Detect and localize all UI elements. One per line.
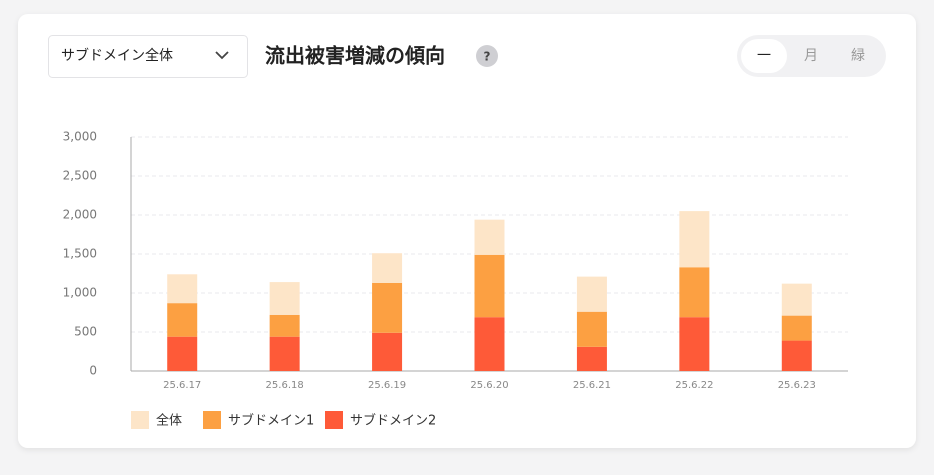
legend-swatch: [131, 411, 149, 429]
bar-segment: [576, 276, 607, 312]
dropdown-box[interactable]: [48, 35, 248, 78]
x-tick-label: 25.6.18: [266, 380, 304, 391]
toggle-option[interactable]: 緑: [851, 48, 865, 64]
bar-segment: [269, 336, 300, 371]
bar-segment: [372, 332, 403, 371]
help-icon[interactable]: [476, 45, 498, 67]
y-tick-label: 1,500: [63, 247, 97, 261]
toggle-option[interactable]: 月: [804, 48, 818, 64]
x-tick-label: 25.6.23: [778, 380, 816, 391]
plot: 0 500 1,000 1,500 2,000 2,500 3,000 25.6.17 25.6…: [63, 130, 848, 429]
legend-label: サブドメイン1: [228, 413, 314, 429]
y-tick-label: 1,000: [63, 286, 97, 300]
toggle-option[interactable]: 一: [757, 48, 771, 64]
bar-segment: [167, 336, 198, 371]
bar-segment: [781, 283, 812, 316]
x-tick-label: 25.6.17: [163, 380, 201, 391]
bar-segment: [474, 317, 505, 371]
dropdown-label: サブドメイン全体: [61, 47, 173, 64]
x-tick-label: 25.6.22: [675, 380, 713, 391]
bar-segment: [679, 317, 710, 371]
bar-segment: [781, 315, 812, 341]
bar-segment: [269, 282, 300, 315]
dropdown-arrow: [215, 51, 229, 60]
legend-label: サブドメイン2: [350, 413, 436, 429]
bar-segment: [474, 254, 505, 318]
bar-segment: [167, 303, 198, 337]
y-tick-label: 0: [89, 364, 97, 378]
y-tick-label: 500: [74, 325, 97, 339]
bar-segment: [372, 253, 403, 283]
x-tick-label: 25.6.19: [368, 380, 406, 391]
bar-segment: [474, 219, 505, 255]
x-tick-label: 25.6.20: [470, 380, 508, 391]
y-tick-label: 2,500: [63, 169, 97, 183]
bar-segment: [372, 282, 403, 333]
legend-swatch: [325, 411, 343, 429]
bar-segment: [167, 274, 198, 304]
bar-segment: [576, 346, 607, 371]
legend-label: 全体: [156, 413, 182, 429]
y-tick-label: 3,000: [63, 130, 97, 144]
dropdown[interactable]: サブドメイン全体: [48, 35, 248, 78]
legend-swatch: [203, 411, 221, 429]
bar-segment: [781, 340, 812, 371]
help-text: ?: [484, 50, 491, 64]
y-tick-label: 2,000: [63, 208, 97, 222]
x-tick-label: 25.6.21: [573, 380, 611, 391]
toggle-active[interactable]: [741, 39, 787, 73]
bar-segment: [679, 267, 710, 318]
chart-title: 流出被害増減の傾向: [265, 44, 445, 68]
bar-segment: [679, 211, 710, 268]
bar-segment: [576, 311, 607, 347]
bar-segment: [269, 314, 300, 337]
